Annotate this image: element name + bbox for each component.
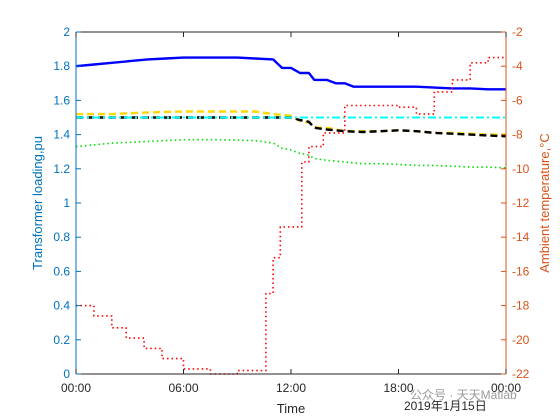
right-tick-label: -20 — [512, 333, 530, 347]
right-tick-label: -22 — [512, 367, 530, 381]
x-tick-label: 18:00 — [383, 381, 413, 395]
left-tick-label: 0.6 — [53, 264, 70, 278]
left-axis-label: Transformer loading,pu — [30, 136, 45, 270]
left-tick-label: 1.8 — [53, 59, 70, 73]
right-tick-label: -16 — [512, 264, 530, 278]
watermark-text: 公众号 · 天天Matlab — [410, 388, 517, 402]
series-line-6 — [76, 56, 506, 375]
left-tick-label: 1 — [63, 196, 70, 210]
right-tick-label: -6 — [512, 93, 523, 107]
right-axis-label: Ambient temperature,°C — [537, 133, 552, 273]
left-tick-label: 0.4 — [53, 299, 70, 313]
series-line-2 — [76, 110, 506, 136]
right-tick-label: -18 — [512, 299, 530, 313]
left-tick-label: 0.2 — [53, 333, 70, 347]
ticks-layer: 00:00 06:00 12:00 18:00 00:0000.20.40.60.811… — [53, 25, 529, 395]
right-tick-label: -14 — [512, 230, 530, 244]
right-tick-label: -10 — [512, 162, 530, 176]
x-tick-label: 00:00 — [61, 381, 91, 395]
right-tick-label: -12 — [512, 196, 530, 210]
right-tick-label: -4 — [512, 59, 523, 73]
left-tick-label: 1.2 — [53, 162, 70, 176]
left-tick-label: 0 — [63, 367, 70, 381]
series-line-3 — [76, 116, 507, 138]
x-axis-label: Time — [277, 401, 305, 416]
date-label: 2019年1月15日 — [404, 399, 487, 413]
x-tick-label: 12:00 — [276, 381, 306, 395]
left-tick-label: 0.8 — [53, 230, 70, 244]
left-tick-label: 1.4 — [53, 128, 70, 142]
left-tick-label: 2 — [63, 25, 70, 39]
right-tick-label: -2 — [512, 25, 523, 39]
x-tick-label: 06:00 — [168, 381, 198, 395]
plot-area — [76, 32, 506, 374]
x-tick-label: 00:00 — [491, 381, 521, 395]
right-tick-label: -8 — [512, 128, 523, 142]
series-layer — [75, 56, 507, 375]
series-line-1 — [75, 56, 506, 91]
left-tick-label: 1.6 — [53, 93, 70, 107]
